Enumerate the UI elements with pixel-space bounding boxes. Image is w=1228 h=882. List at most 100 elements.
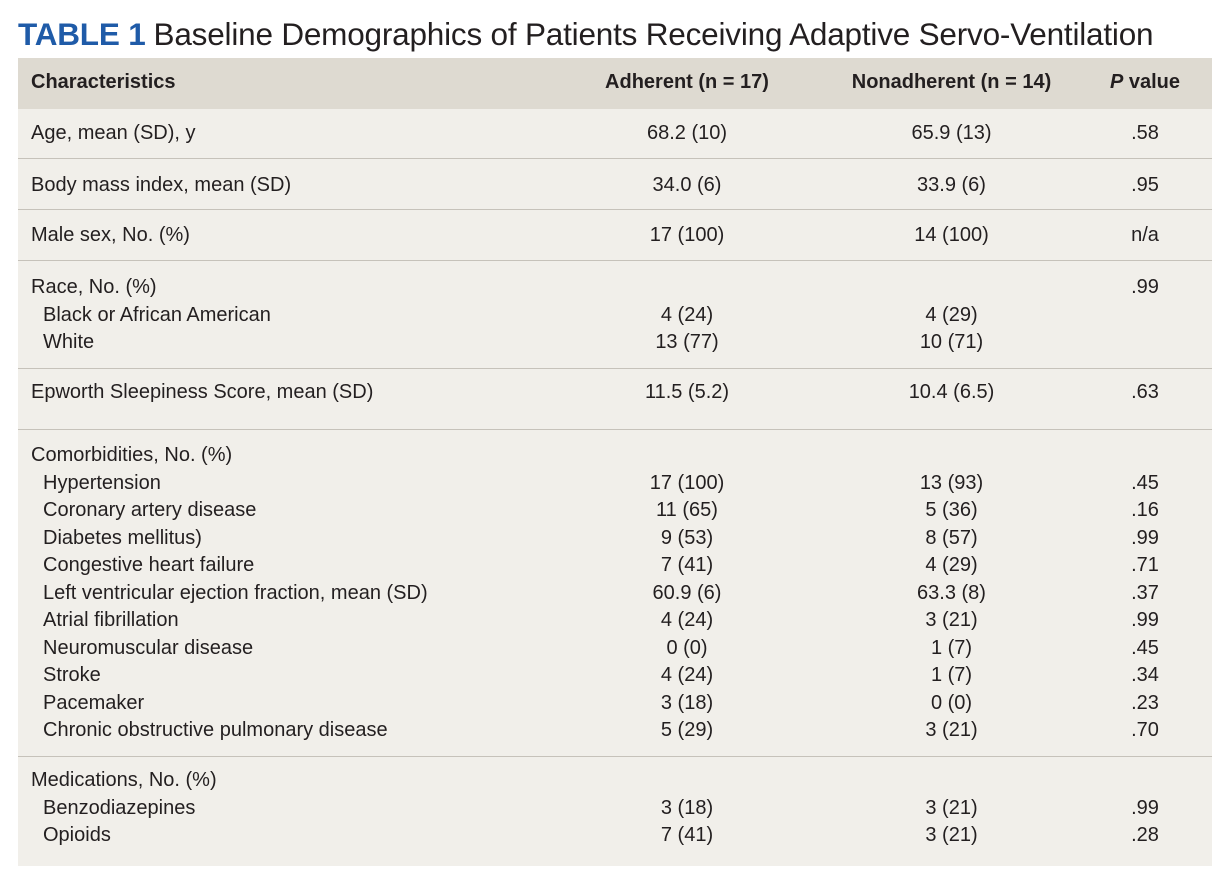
nonadherent-value: 3 (21) (925, 796, 978, 819)
adherent-value: 60.9 (6) (652, 581, 722, 604)
row-label: Benzodiazepines (43, 796, 196, 819)
nonadherent-value: 63.3 (8) (917, 581, 986, 604)
p-value: .99 (1131, 526, 1159, 549)
nonadherent-value: 14 (100) (914, 224, 989, 246)
table-title: TABLE 1 Baseline Demographics of Patients… (18, 12, 1154, 56)
table-subrow: Benzodiazepines 3 (18) 3 (21) .99 (18, 795, 1212, 823)
table-section: Race, No. (%) .99 Black or African America… (18, 261, 1212, 369)
adherent-value: 7 (41) (660, 824, 714, 846)
adherent-value: 4 (24) (660, 303, 714, 326)
nonadherent-value: 1 (7) (930, 664, 973, 686)
nonadherent-value: 33.9 (6) (917, 174, 986, 196)
nonadherent-value: 10 (71) (919, 331, 984, 353)
row-label: Neuromuscular disease (43, 636, 254, 659)
adherent-value: 34.0 (6) (652, 174, 722, 196)
table-subrow: White 13 (77) 10 (71) (18, 329, 1212, 357)
table-row: Medications, No. (%) (18, 767, 1212, 795)
row-label: Epworth Sleepiness Score, mean (SD) (31, 381, 374, 403)
row-label: Medications, No. (%) (31, 769, 217, 791)
row-label: Black or African American (43, 303, 271, 326)
table-section: Age, mean (SD), y 68.2 (10) 65.9 (13) .58 (18, 109, 1212, 159)
p-value: .58 (1131, 122, 1159, 144)
p-value: .45 (1131, 636, 1159, 659)
nonadherent-value: 3 (21) (925, 824, 978, 846)
row-label: White (43, 331, 95, 353)
table-subrow: Opioids 7 (41) 3 (21) .28 (18, 822, 1212, 850)
p-value: .16 (1131, 499, 1159, 521)
table-row: Male sex, No. (%) 17 (100) 14 (100) n/a (18, 222, 1212, 250)
adherent-value: 13 (77) (655, 331, 719, 353)
p-value: .70 (1131, 719, 1159, 741)
nonadherent-value: 1 (7) (930, 636, 973, 659)
p-value: .99 (1131, 796, 1159, 819)
table-row: Age, mean (SD), y 68.2 (10) 65.9 (13) .58 (18, 120, 1212, 148)
row-label: Coronary artery disease (43, 499, 257, 521)
nonadherent-value: 4 (29) (925, 303, 978, 326)
table-number: TABLE 1 (18, 16, 146, 52)
table-body: Age, mean (SD), y 68.2 (10) 65.9 (13) .58 Bo… (18, 109, 1212, 864)
header-p-value: P value (1076, 58, 1214, 109)
adherent-value: 4 (24) (660, 664, 714, 686)
adherent-value: 68.2 (10) (646, 122, 728, 144)
table-section: Medications, No. (%) Benzodiazepines 3 (18… (18, 757, 1212, 864)
nonadherent-value: 65.9 (13) (911, 122, 992, 144)
table-section: Epworth Sleepiness Score, mean (SD) 11.5 … (18, 369, 1212, 430)
row-label: Stroke (43, 664, 101, 686)
table-section: Body mass index, mean (SD) 34.0 (6) 33.9 (… (18, 159, 1212, 210)
header-p-rest: value (1123, 71, 1181, 93)
table-subrow: Pacemaker 3 (18) 0 (0) .23 (18, 690, 1212, 718)
table-subrow: Stroke 4 (24) 1 (7) .34 (18, 662, 1212, 690)
demographics-table: Characteristics Adherent (n = 17) Nonadh… (18, 58, 1212, 866)
table-row: Epworth Sleepiness Score, mean (SD) 11.5 … (18, 379, 1212, 407)
table-subrow: Chronic obstructive pulmonary disease 5 (… (18, 717, 1212, 745)
row-label: Race, No. (%) (31, 276, 157, 298)
p-value: .45 (1131, 471, 1159, 494)
p-value: .34 (1131, 664, 1159, 686)
row-label: Body mass index, mean (SD) (31, 174, 292, 196)
p-value: .99 (1131, 609, 1159, 631)
nonadherent-value: 3 (21) (925, 719, 978, 741)
adherent-value: 5 (29) (660, 719, 714, 741)
nonadherent-value: 8 (57) (925, 526, 978, 549)
adherent-value: 9 (53) (660, 526, 714, 549)
adherent-value: 11 (65) (656, 499, 718, 521)
p-value: .71 (1131, 554, 1159, 576)
p-value: .23 (1131, 691, 1159, 714)
nonadherent-value: 5 (36) (925, 499, 978, 521)
adherent-value: 4 (24) (660, 609, 714, 631)
adherent-value: 17 (100) (649, 224, 725, 246)
row-label: Male sex, No. (%) (31, 224, 190, 246)
row-label: Opioids (43, 824, 111, 846)
table-row: Comorbidities, No. (%) (18, 442, 1212, 470)
nonadherent-value: 0 (0) (930, 691, 973, 714)
adherent-value: 3 (18) (660, 691, 714, 714)
table-section: Male sex, No. (%) 17 (100) 14 (100) n/a (18, 210, 1212, 261)
adherent-value: 17 (100) (649, 471, 725, 494)
table-subrow: Neuromuscular disease 0 (0) 1 (7) .45 (18, 635, 1212, 663)
row-label: Atrial fibrillation (43, 609, 179, 631)
table-row: Body mass index, mean (SD) 34.0 (6) 33.9 (… (18, 172, 1212, 200)
table-row: Race, No. (%) .99 (18, 274, 1212, 302)
table-subrow: Left ventricular ejection fraction, mean… (18, 580, 1212, 608)
adherent-value: 7 (41) (660, 554, 714, 576)
row-label: Congestive heart failure (43, 554, 255, 576)
p-value: .63 (1131, 381, 1159, 403)
row-label: Hypertension (43, 471, 161, 494)
row-label: Chronic obstructive pulmonary disease (43, 719, 388, 741)
adherent-value: 11.5 (5.2) (644, 381, 730, 403)
p-value: .99 (1131, 276, 1159, 298)
adherent-value: 0 (0) (666, 636, 708, 659)
table-subrow: Congestive heart failure 7 (41) 4 (29) .71 (18, 552, 1212, 580)
nonadherent-value: 10.4 (6.5) (908, 381, 995, 403)
p-value: n/a (1131, 224, 1159, 246)
p-value: .37 (1131, 581, 1159, 604)
table-section: Comorbidities, No. (%) Hypertension 17 (10… (18, 430, 1212, 757)
table-header-row: Characteristics Adherent (n = 17) Nonadh… (18, 58, 1212, 109)
row-label: Diabetes mellitus) (43, 526, 202, 549)
row-label: Pacemaker (43, 691, 145, 714)
row-label: Comorbidities, No. (%) (31, 444, 233, 466)
header-characteristics: Characteristics (31, 71, 176, 93)
row-label: Left ventricular ejection fraction, mean… (43, 581, 428, 604)
table-subrow: Coronary artery disease 11 (65) 5 (36) .16 (18, 497, 1212, 525)
p-value: .28 (1131, 824, 1159, 846)
